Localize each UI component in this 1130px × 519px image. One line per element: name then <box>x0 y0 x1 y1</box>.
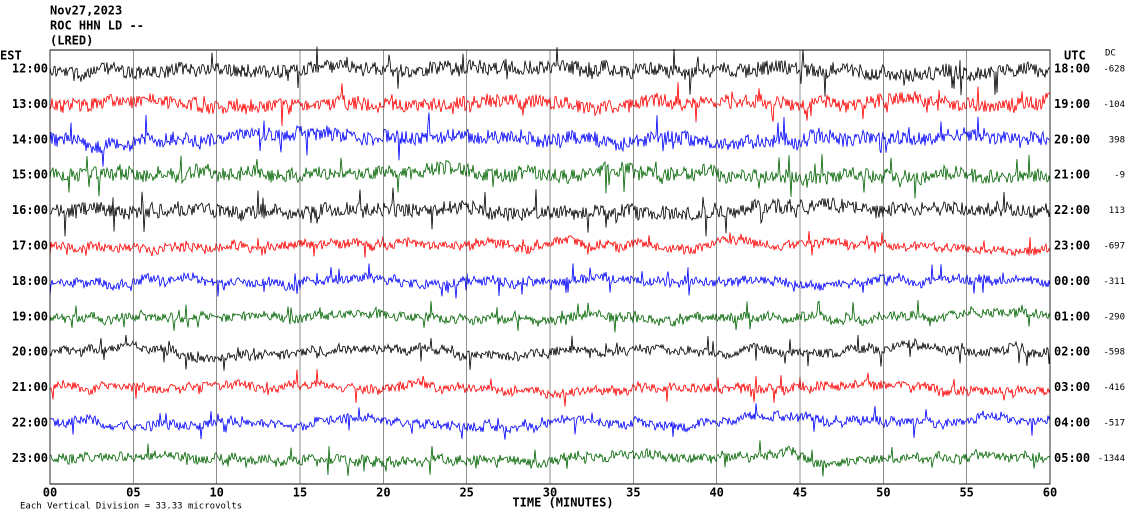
dc-value: -290 <box>1103 312 1125 322</box>
utc-label: 20:00 <box>1054 132 1090 146</box>
est-label: 15:00 <box>12 168 48 182</box>
utc-label: 03:00 <box>1054 380 1090 394</box>
est-label: 14:00 <box>12 132 48 146</box>
x-tick-label: 60 <box>1043 486 1057 500</box>
dc-value: -9 <box>1114 171 1125 181</box>
est-label: 13:00 <box>12 97 48 111</box>
utc-label: 19:00 <box>1054 97 1090 111</box>
x-axis-label: TIME (MINUTES) <box>512 496 613 510</box>
dc-value: -517 <box>1103 419 1125 429</box>
dc-value: -628 <box>1103 65 1125 75</box>
utc-label: 05:00 <box>1054 451 1090 465</box>
utc-label: 00:00 <box>1054 274 1090 288</box>
title-line: ROC HHN LD -- <box>50 19 144 33</box>
est-label: 21:00 <box>12 380 48 394</box>
dc-value: -1344 <box>1098 454 1125 464</box>
est-label: 19:00 <box>12 309 48 323</box>
est-label: 22:00 <box>12 416 48 430</box>
est-label: 20:00 <box>12 345 48 359</box>
x-tick-label: 25 <box>459 486 473 500</box>
x-tick-label: 40 <box>709 486 723 500</box>
dc-value: 398 <box>1109 135 1125 145</box>
dc-value: -311 <box>1103 277 1125 287</box>
x-tick-label: 35 <box>626 486 640 500</box>
dc-value: -104 <box>1103 100 1125 110</box>
utc-label: 02:00 <box>1054 345 1090 359</box>
dc-label: DC <box>1105 49 1116 59</box>
dc-value: 113 <box>1109 206 1125 216</box>
right-axis-label: UTC <box>1064 49 1086 63</box>
title-line: (LRED) <box>50 34 93 48</box>
left-axis-label: EST <box>0 49 22 63</box>
x-tick-label: 05 <box>126 486 140 500</box>
est-label: 12:00 <box>12 62 48 76</box>
est-label: 17:00 <box>12 239 48 253</box>
utc-label: 21:00 <box>1054 168 1090 182</box>
est-label: 23:00 <box>12 451 48 465</box>
x-tick-label: 30 <box>543 486 557 500</box>
est-label: 16:00 <box>12 203 48 217</box>
utc-label: 01:00 <box>1054 309 1090 323</box>
x-tick-label: 50 <box>876 486 890 500</box>
dc-value: -598 <box>1103 348 1125 358</box>
utc-label: 18:00 <box>1054 62 1090 76</box>
utc-label: 22:00 <box>1054 203 1090 217</box>
dc-value: -697 <box>1103 242 1125 252</box>
title-line: Nov27,2023 <box>50 4 122 18</box>
x-tick-label: 45 <box>793 486 807 500</box>
x-tick-label: 55 <box>959 486 973 500</box>
dc-value: -416 <box>1103 383 1125 393</box>
est-label: 18:00 <box>12 274 48 288</box>
x-tick-label: 10 <box>209 486 223 500</box>
x-tick-label: 15 <box>293 486 307 500</box>
utc-label: 23:00 <box>1054 239 1090 253</box>
x-tick-label: 00 <box>43 486 57 500</box>
x-tick-label: 20 <box>376 486 390 500</box>
utc-label: 04:00 <box>1054 416 1090 430</box>
footnote: Each Vertical Division = 33.33 microvolt… <box>20 502 242 512</box>
